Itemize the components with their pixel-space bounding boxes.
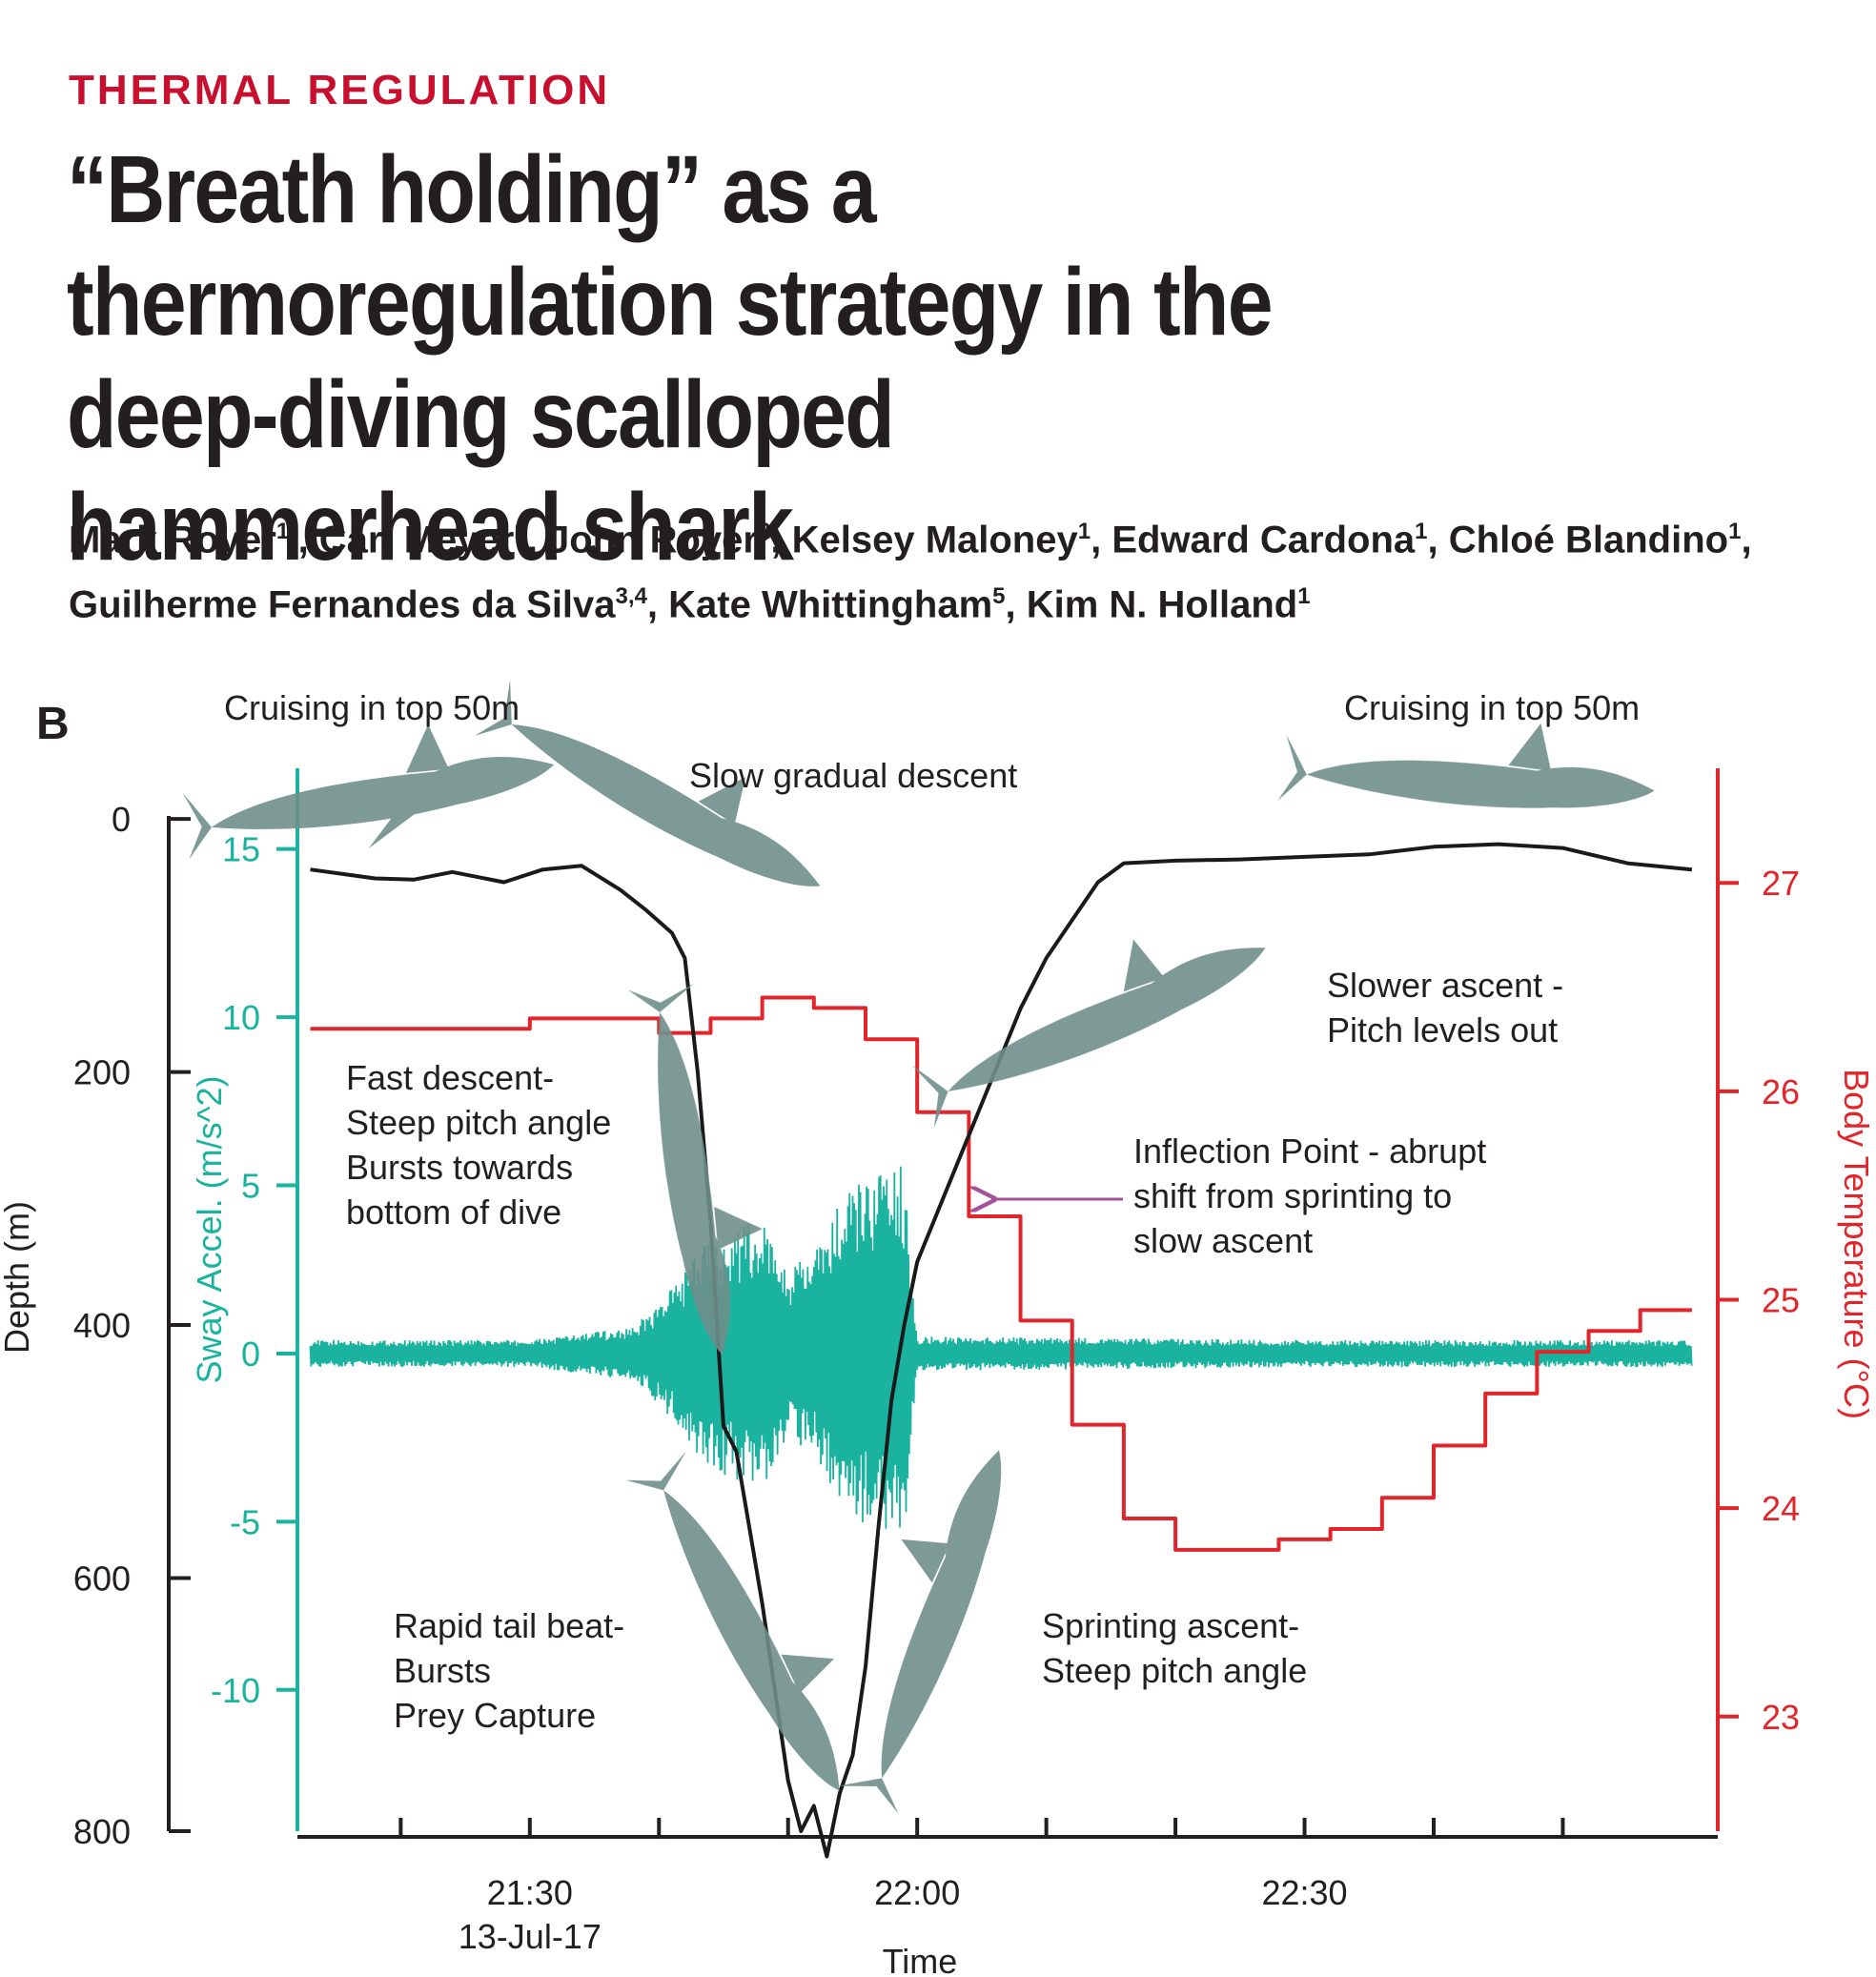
shark-icon [837,1450,1002,1814]
annotation-slower-ascent: Slower ascent - Pitch levels out [1327,966,1573,1050]
temperature-tick-label: 27 [1762,864,1800,903]
temperature-tick-label: 26 [1762,1072,1800,1111]
author-affiliation: 1 [1077,519,1091,544]
sway-tick-label: -10 [211,1671,260,1710]
author-affiliation: 1* [275,519,298,544]
author-name: Chloé Blandino [1448,519,1729,561]
time-tick-label: 22:30 [1261,1873,1347,1912]
shark-icon [1277,723,1655,808]
sway-axis-title: Sway Accel. (m/s^2) [190,1076,229,1384]
annotation-rapid-tail: Rapid tail beat- Bursts Prey Capture [394,1606,634,1735]
annotation-cruising-left: Cruising in top 50m [224,688,520,727]
depth-tick-label: 600 [73,1559,131,1599]
author-list: Mark Royer1*, Carl Meyer1, John Royer2, … [69,519,1752,626]
time-tick-label: 22:00 [874,1873,960,1912]
sway-axis-ticks: 15 10 5 0 -5 -10 [211,830,297,1710]
temperature-tick-label: 24 [1762,1489,1800,1528]
author-affiliation: 1 [1297,583,1311,610]
author-name: Kelsey Maloney [791,519,1078,561]
temperature-tick-label: 25 [1762,1281,1800,1320]
time-tick-label: 21:30 [487,1873,573,1912]
depth-axis-ticks: 0 200 400 600 800 [73,800,191,1851]
author-name: Mark Royer [69,519,276,561]
author-name: Kim N. Holland [1026,583,1298,626]
author-affiliation: 2 [758,519,771,544]
temperature-axis-ticks: 27 26 25 24 23 [1718,864,1800,1737]
author-name: Kate Whittingham [668,583,993,626]
shark-illustrations [182,679,1655,1814]
shark-icon [911,939,1266,1129]
time-axis-ticks: 21:30 13-Jul-17 22:00 22:30 [398,1818,1565,1956]
sway-tick-label: 5 [241,1167,260,1206]
temperature-tick-label: 23 [1762,1698,1800,1737]
time-tick-date-label: 13-Jul-17 [459,1917,602,1956]
panel-label: B [36,699,70,749]
depth-series-line [310,842,1693,1859]
depth-tick-label: 200 [73,1053,131,1092]
sway-tick-label: -5 [230,1502,260,1541]
annotation-fast-descent: Fast descent- Steep pitch angle Bursts t… [346,1058,621,1232]
author-affiliation: 1 [1728,519,1742,544]
sway-tick-label: 10 [222,998,260,1037]
sway-tick-label: 15 [222,830,260,869]
author-name: Guilherme Fernandes da Silva [69,583,616,626]
author-name: John Royer [547,519,758,561]
depth-axis-title: Depth (m) [0,1201,36,1354]
annotation-slow-descent: Slow gradual descent [689,756,1017,795]
depth-tick-label: 0 [112,800,131,839]
author-affiliation: 3,4 [615,583,647,610]
depth-tick-label: 800 [73,1812,131,1851]
sway-series-line [309,1166,1693,1529]
author-name: Edward Cardona [1111,519,1416,561]
author-affiliation: 1 [1415,519,1428,544]
section-label: THERMAL REGULATION [69,67,611,113]
author-name: Carl Meyer [318,519,515,561]
depth-tick-label: 400 [73,1306,131,1345]
paper-title: “Breath holding” as a thermoregulation s… [67,136,1274,581]
author-affiliation: 1 [514,519,527,544]
figure-panel-b: B 0 200 400 600 800 15 10 5 0 -5 -10 27 26 25 24 23 2… [0,679,1876,1977]
sway-tick-label: 0 [241,1335,260,1374]
shark-icon [625,1451,840,1791]
temperature-series-line [310,995,1692,1552]
sway-series [309,1166,1693,1529]
annotation-sprinting: Sprinting ascent- Steep pitch angle [1042,1606,1309,1690]
shark-icon [474,679,821,887]
annotation-cruising-right: Cruising in top 50m [1344,688,1640,727]
annotation-inflection: Inflection Point - abrupt shift from spr… [1133,1131,1496,1260]
time-axis-title: Time [883,1942,958,1977]
shark-icon [627,983,763,1355]
temperature-axis-title: Body Temperature (°C) [1837,1069,1876,1419]
author-affiliation: 5 [992,583,1006,610]
